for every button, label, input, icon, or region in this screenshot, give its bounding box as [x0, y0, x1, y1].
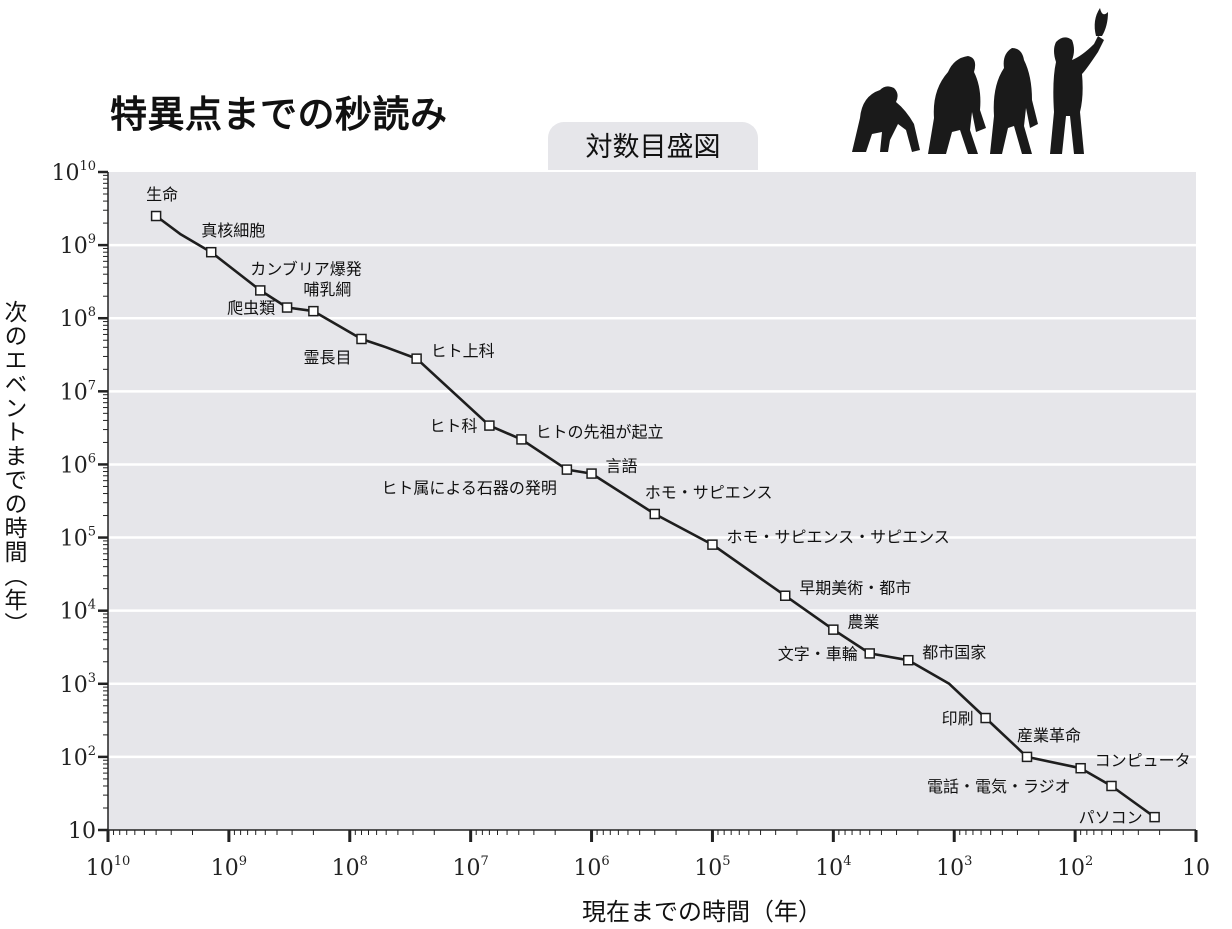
data-label: 印刷: [942, 709, 974, 728]
data-label: ヒト科: [429, 417, 477, 436]
x-tick-label: 1010: [86, 854, 131, 881]
x-tick-label: 10: [1182, 856, 1210, 881]
data-point-marker: [904, 656, 913, 665]
data-label: カンブリア爆発: [250, 259, 362, 278]
x-tick-label: 103: [936, 854, 972, 881]
data-label: ヒト属による石器の発明: [381, 479, 557, 498]
data-point-marker: [357, 334, 366, 343]
y-tick-label: 108: [60, 305, 96, 332]
data-label: 真核細胞: [201, 221, 265, 240]
x-tick-label: 107: [453, 854, 489, 881]
data-point-marker: [650, 509, 659, 518]
data-point-marker: [485, 421, 494, 430]
x-tick-label: 105: [694, 854, 730, 881]
data-label: 農業: [847, 613, 879, 632]
data-point-marker: [562, 465, 571, 474]
data-point-marker: [412, 354, 421, 363]
data-point-marker: [152, 212, 161, 221]
y-tick-label: 104: [60, 598, 96, 625]
data-point-marker: [1076, 764, 1085, 773]
data-label: 霊長目: [303, 348, 351, 367]
data-label: 生命: [146, 185, 178, 204]
data-label: ヒト上科: [431, 342, 495, 361]
data-label: 都市国家: [922, 643, 986, 662]
data-label: 爬虫類: [227, 299, 275, 318]
y-tick-label: 107: [60, 378, 96, 405]
data-label: 電話・電気・ラジオ: [927, 777, 1071, 796]
data-label: パソコン: [1079, 808, 1143, 827]
data-point-marker: [283, 303, 292, 312]
x-tick-label: 104: [815, 854, 851, 881]
data-label: 哺乳綱: [303, 280, 351, 299]
data-point-marker: [256, 286, 265, 295]
data-label: 文字・車輪: [778, 644, 858, 663]
y-tick-label: 1010: [51, 159, 96, 186]
y-tick-label: 106: [60, 451, 96, 478]
data-label: 産業革命: [1017, 726, 1081, 745]
y-tick-label: 103: [60, 671, 96, 698]
data-label: ホモ・サピエンス: [645, 483, 773, 502]
data-label: ヒトの先祖が起立: [535, 422, 663, 441]
x-tick-label: 109: [211, 854, 247, 881]
x-tick-label: 108: [332, 854, 368, 881]
data-point-marker: [309, 307, 318, 316]
data-point-marker: [781, 591, 790, 600]
data-label: 早期美術・都市: [799, 579, 911, 598]
y-tick-label: 105: [60, 525, 96, 552]
data-label: コンピュータ: [1095, 751, 1191, 770]
data-label: ホモ・サピエンス・サピエンス: [726, 528, 949, 547]
data-point-marker: [587, 469, 596, 478]
data-point-marker: [829, 625, 838, 634]
data-point-marker: [207, 248, 216, 257]
x-tick-label: 106: [573, 854, 609, 881]
x-axis-title: 現在までの時間（年）: [582, 898, 822, 926]
data-point-marker: [1107, 781, 1116, 790]
data-label: 言語: [606, 457, 638, 476]
data-point-marker: [1150, 813, 1159, 822]
data-point-marker: [517, 435, 526, 444]
y-tick-label: 109: [60, 232, 96, 259]
data-point-marker: [1023, 752, 1032, 761]
data-point-marker: [981, 714, 990, 723]
y-tick-label: 102: [60, 744, 96, 771]
y-tick-label: 10: [68, 819, 96, 844]
data-point-marker: [865, 649, 874, 658]
x-tick-label: 102: [1057, 854, 1093, 881]
data-point-marker: [708, 540, 717, 549]
